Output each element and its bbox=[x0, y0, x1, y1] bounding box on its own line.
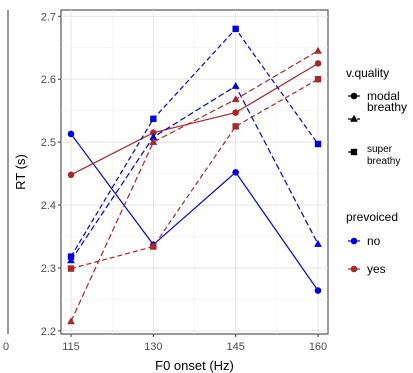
y-tick-label: 2.3 bbox=[41, 263, 56, 275]
data-point-modal-yes bbox=[232, 109, 239, 116]
y-tick-label: 2.7 bbox=[41, 11, 56, 23]
y-axis: 2.2 2.3 2.4 2.5 2.6 2.7 bbox=[41, 11, 61, 338]
x-tick-label: 130 bbox=[144, 341, 162, 353]
left-panel-edge: 0 bbox=[3, 10, 9, 353]
y-axis-title: RT (s) bbox=[13, 154, 28, 190]
data-point-super-breathy-no bbox=[314, 140, 322, 148]
series-breathy-yes bbox=[67, 46, 322, 325]
data-point-breathy-no bbox=[149, 132, 158, 140]
series-line-modal-no bbox=[70, 133, 319, 291]
series-line-super-breathy-no bbox=[70, 27, 319, 257]
data-point-breathy-yes bbox=[314, 46, 322, 54]
legend-title-vquality: v.quality bbox=[346, 66, 389, 80]
series-line-breathy-no bbox=[70, 85, 319, 261]
data-point-breathy-yes bbox=[149, 137, 158, 145]
data-point-modal-yes bbox=[150, 129, 157, 136]
legend-key-marker-breathy bbox=[350, 114, 358, 122]
legend: v.qualitymodalbreathysuperbreathyprevoic… bbox=[346, 66, 407, 276]
legend-key-marker-yes bbox=[350, 265, 358, 273]
data-point-modal-yes bbox=[67, 171, 75, 179]
x-tick-label: 145 bbox=[226, 341, 244, 353]
x-axis-title: F0 onset (Hz) bbox=[155, 358, 234, 373]
series-super-breathy-yes bbox=[67, 76, 322, 272]
data-point-modal-no bbox=[314, 287, 322, 294]
data-point-breathy-no bbox=[314, 239, 322, 247]
x-axis: 115 130 145 160 bbox=[62, 334, 327, 353]
series-line-modal-yes bbox=[70, 62, 319, 176]
data-point-super-breathy-no bbox=[232, 25, 239, 33]
legend-key-marker-modal bbox=[350, 92, 358, 100]
data-point-breathy-no bbox=[231, 81, 240, 89]
legend-label-breathy: breathy bbox=[367, 100, 407, 114]
series-modal-yes bbox=[67, 60, 322, 179]
data-point-super-breathy-yes bbox=[150, 243, 157, 250]
data-point-super-breathy-no bbox=[150, 115, 157, 123]
legend-key-marker-no bbox=[350, 237, 358, 245]
left-panel-tick-label: 0 bbox=[3, 341, 9, 353]
x-tick-label: 160 bbox=[309, 341, 327, 353]
legend-title-prevoiced: prevoiced bbox=[346, 210, 398, 224]
data-point-super-breathy-yes bbox=[67, 265, 75, 272]
data-point-super-breathy-no bbox=[67, 253, 75, 260]
data-point-super-breathy-yes bbox=[314, 76, 322, 83]
data-point-breathy-yes bbox=[67, 317, 75, 325]
legend-label-prevoiced-no: no bbox=[367, 234, 381, 248]
legend-label-prevoiced-yes: yes bbox=[367, 262, 386, 276]
y-tick-label: 2.6 bbox=[41, 74, 56, 86]
series-line-super-breathy-yes bbox=[70, 78, 319, 270]
series-line-breathy-yes bbox=[70, 50, 319, 322]
legend-label-super-breathy-line2: breathy bbox=[367, 156, 400, 167]
series-lines bbox=[67, 25, 322, 325]
series-super-breathy-no bbox=[67, 25, 322, 260]
legend-label-modal: modal bbox=[367, 89, 400, 103]
data-point-breathy-yes bbox=[231, 95, 240, 103]
y-tick-label: 2.5 bbox=[41, 137, 56, 149]
plot-panel bbox=[60, 9, 329, 335]
x-tick-label: 115 bbox=[62, 341, 80, 353]
y-tick-label: 2.2 bbox=[41, 326, 56, 338]
data-point-modal-no bbox=[232, 169, 239, 176]
data-point-modal-no bbox=[67, 130, 75, 138]
data-point-super-breathy-yes bbox=[232, 123, 239, 130]
legend-label-super-breathy-line1: super bbox=[367, 144, 393, 155]
legend-key-marker-super-breathy bbox=[350, 148, 358, 156]
data-point-modal-yes bbox=[314, 60, 322, 67]
y-tick-label: 2.4 bbox=[41, 200, 56, 212]
